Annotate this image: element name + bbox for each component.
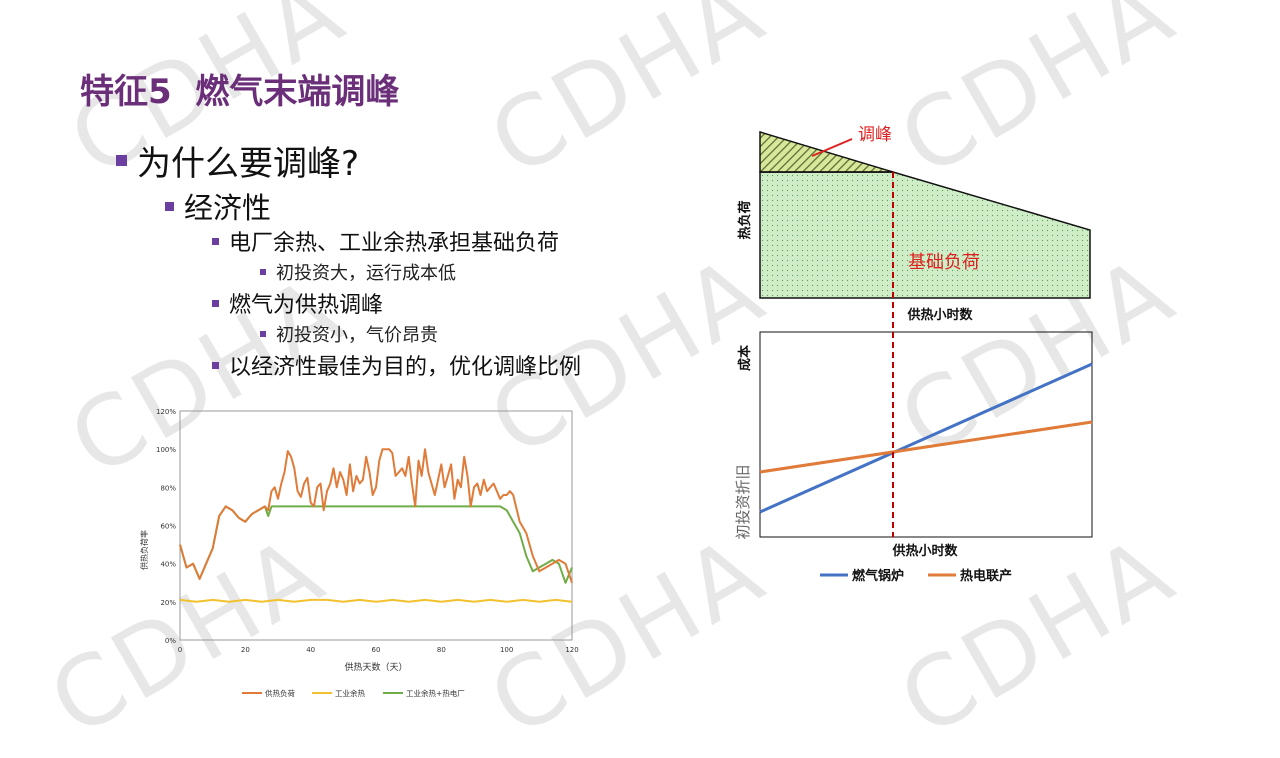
bullet-question: 为什么要调峰?	[116, 136, 359, 185]
peak-pointer-line	[811, 138, 853, 157]
base-load-area	[759, 171, 1091, 299]
top-x-axis-label: 供热小时数	[906, 307, 973, 323]
series-line-0	[179, 448, 573, 584]
y-tick-label: 40%	[160, 561, 176, 569]
series-line-1	[179, 598, 573, 603]
bullet-text: 电厂余热、工业余热承担基础负荷	[229, 231, 560, 256]
legend-gas-label: 燃气锅炉	[852, 568, 904, 584]
bullet-square-icon	[212, 361, 219, 369]
bullet-square-icon	[116, 155, 127, 166]
bullet-square-icon	[212, 299, 219, 307]
bullet-square-icon	[165, 201, 174, 211]
y-tick-label: 0%	[165, 637, 176, 645]
load-rate-chart: 0% 20% 40% 60% 80% 100% 120% 0 20 40 60 80 100 120 供热…	[139, 408, 579, 698]
bottom-x-axis-label: 供热小时数	[891, 543, 958, 559]
cost-axis-label: 成本	[737, 345, 753, 371]
legend-label: 供热负荷	[265, 688, 295, 698]
bullet-text: 燃气为供热调峰	[229, 293, 384, 318]
y-tick-label: 60%	[160, 523, 176, 531]
x-tick-label: 40	[306, 646, 315, 654]
bullet-text: 以经济性最佳为目的，优化调峰比例	[229, 355, 582, 380]
plot-area-frame	[179, 410, 573, 641]
x-tick-label: 0	[178, 646, 182, 654]
x-tick-label: 120	[565, 646, 578, 654]
chart-x-axis-label: 供热天数（天）	[344, 661, 407, 673]
bullet-text: 初投资小，气价昂贵	[276, 325, 438, 346]
bullet-economy: 经济性	[165, 185, 271, 227]
chart-y-axis-label: 供热负荷率	[139, 530, 149, 570]
bullet-square-icon	[260, 331, 266, 337]
chp-line	[759, 420, 1093, 474]
top-y-axis-label: 热负荷	[737, 200, 753, 239]
bullet-optimize: 以经济性最佳为目的，优化调峰比例	[212, 349, 581, 381]
x-tick-label: 60	[372, 646, 381, 654]
bullet-square-icon	[260, 269, 266, 275]
peak-shaving-diagram: 调峰 基础负荷 热负荷 供热小时数 成本 初投资折旧 供热小时数 燃气锅炉 热电…	[734, 125, 1093, 584]
bullet-gas-cost: 初投资小，气价昂贵	[260, 321, 438, 347]
gas-boiler-line	[759, 362, 1093, 514]
bullet-base-cost: 初投资大，运行成本低	[260, 259, 456, 285]
bullet-text: 经济性	[184, 191, 272, 225]
y-tick-label: 100%	[156, 446, 176, 454]
x-tick-label: 20	[241, 646, 250, 654]
bullet-gas-peak: 燃气为供热调峰	[212, 287, 383, 319]
bullet-text: 初投资大，运行成本低	[276, 263, 456, 284]
slide-title: 特征5 燃气末端调峰	[80, 72, 400, 112]
base-load-label: 基础负荷	[908, 252, 980, 273]
y-tick-label: 80%	[160, 484, 176, 492]
y-tick-label: 20%	[160, 599, 176, 607]
bullet-square-icon	[212, 237, 219, 245]
legend-label: 工业余热+热电厂	[406, 688, 465, 698]
legend-chp-label: 热电联产	[960, 568, 1012, 584]
intercept-label: 初投资折旧	[734, 464, 752, 539]
x-tick-label: 100	[500, 646, 513, 654]
legend-label: 工业余热	[335, 688, 365, 698]
x-tick-label: 80	[437, 646, 446, 654]
bullet-base-load: 电厂余热、工业余热承担基础负荷	[212, 225, 559, 257]
cost-panel-frame	[759, 331, 1093, 538]
y-tick-label: 120%	[156, 408, 176, 416]
bullet-text: 为什么要调峰?	[137, 144, 360, 184]
peak-label: 调峰	[858, 125, 892, 145]
